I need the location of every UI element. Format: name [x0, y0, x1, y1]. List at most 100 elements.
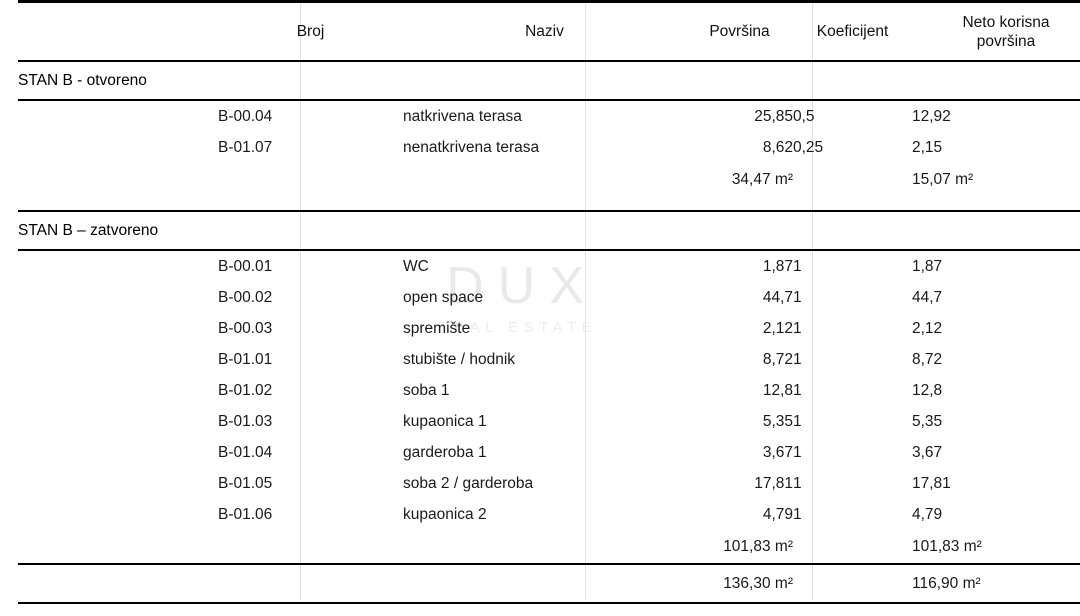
cell-povrsina: 1,87: [686, 249, 793, 282]
row-spacer: [18, 282, 218, 313]
bottom-rule-koef: [793, 602, 912, 616]
section-title-zatvoreno: STAN B – zatvoreno: [18, 210, 686, 250]
subtotal-koeficijent: [793, 530, 912, 564]
section-pad-neto-0: [912, 60, 1080, 100]
row-spacer: [18, 499, 218, 530]
cell-neto: 8,72: [912, 350, 943, 368]
table-row: B-01.01 stubište / hodnik 8,72 1 8,72: [18, 344, 1080, 375]
gap-cell-broj: [218, 196, 403, 211]
cell-koeficijent: 1: [793, 505, 802, 523]
area-schedule-table-wrapper: Broj Naziv Površina Koeficijent Neto kor…: [18, 0, 1080, 616]
grand-total-neto-value: 116,90: [912, 574, 959, 592]
document-page: STAN B DUX REAL ESTATE Broj Naziv Površi…: [18, 0, 1080, 616]
area-schedule-table: Broj Naziv Površina Koeficijent Neto kor…: [18, 0, 1080, 616]
bottom-rule-spacer: [18, 602, 218, 616]
subtotal-povrsina-unit: m²: [774, 170, 793, 188]
cell-broj: B-01.04: [218, 443, 273, 461]
gap-cell-pov: [686, 196, 793, 211]
header-neto-line1: Neto korisna: [962, 13, 1050, 31]
section-header-row-zatvoreno: STAN B – zatvoreno: [18, 210, 1080, 250]
cell-naziv: kupaonica 2: [403, 505, 487, 523]
cell-koeficijent: 0,25: [793, 138, 824, 156]
cell-broj: B-01.03: [218, 412, 273, 430]
cell-neto: 3,67: [912, 443, 943, 461]
header-koeficijent: Koeficijent: [793, 0, 912, 61]
table-bottom-rule-row: [18, 602, 1080, 616]
row-spacer: [18, 99, 218, 132]
section-subtotal-row-zatvoreno: 101,83 m² 101,83 m²: [18, 530, 1080, 564]
cell-koeficijent: 1: [793, 350, 802, 368]
cell-broj: B-01.02: [218, 381, 273, 399]
section-pad-pov-1: [686, 210, 793, 250]
grand-total-povrsina-unit: m²: [774, 574, 793, 592]
subtotal-neto: 15,07 m²: [912, 163, 1080, 196]
grand-total-naziv: [403, 563, 686, 603]
cell-koeficijent: 1: [793, 443, 802, 461]
cell-broj: B-01.05: [218, 474, 273, 492]
cell-naziv: garderoba 1: [403, 443, 487, 461]
cell-broj: B-01.01: [218, 350, 273, 368]
row-spacer: [18, 313, 218, 344]
cell-naziv: spremište: [403, 319, 471, 337]
section-pad-pov-0: [686, 60, 793, 100]
cell-broj: B-00.01: [218, 249, 403, 282]
subtotal-naziv: [403, 530, 686, 564]
cell-neto: 12,92: [912, 99, 1080, 132]
cell-neto: 5,35: [912, 412, 943, 430]
cell-neto: 17,81: [912, 474, 951, 492]
row-spacer: [18, 437, 218, 468]
gap-cell-naziv: [403, 196, 686, 211]
grand-total-koeficijent: [793, 563, 912, 603]
subtotal-povrsina: 101,83 m²: [686, 530, 793, 564]
subtotal-neto-value: 101,83: [912, 537, 960, 555]
cell-naziv: WC: [403, 249, 686, 282]
cell-povrsina: 4,79: [762, 505, 793, 523]
subtotal-neto: 101,83 m²: [912, 530, 1080, 564]
table-row: B-01.05 soba 2 / garderoba 17,81 1 17,81: [18, 468, 1080, 499]
row-spacer: [18, 468, 218, 499]
table-row: B-01.07 nenatkrivena terasa 8,62 0,25 2,…: [18, 132, 1080, 163]
grand-total-row: 136,30 m² 116,90 m²: [18, 563, 1080, 603]
grand-total-povrsina-value: 136,30: [723, 574, 771, 592]
row-spacer: [18, 375, 218, 406]
table-row: B-00.03 spremište 2,12 1 2,12: [18, 313, 1080, 344]
subtotal-naziv: [403, 163, 686, 196]
cell-neto: 1,87: [912, 249, 1080, 282]
subtotal-neto-value: 15,07: [912, 170, 951, 188]
grand-total-povrsina: 136,30 m²: [686, 563, 793, 603]
cell-koeficijent: 1: [793, 249, 912, 282]
section-pad-neto-1: [912, 210, 1080, 250]
section-subtotal-row-otvoreno: 34,47 m² 15,07 m²: [18, 163, 1080, 196]
cell-naziv: kupaonica 1: [403, 412, 487, 430]
cell-povrsina: 44,7: [762, 288, 793, 306]
cell-povrsina: 12,8: [762, 381, 793, 399]
table-row: B-01.06 kupaonica 2 4,79 1 4,79: [18, 499, 1080, 530]
row-spacer: [18, 249, 218, 282]
table-row: B-01.03 kupaonica 1 5,35 1 5,35: [18, 406, 1080, 437]
header-neto-korisna-povrsina: Neto korisna površina: [912, 0, 1080, 61]
cell-povrsina: 2,12: [762, 319, 793, 337]
cell-povrsina: 25,85: [686, 99, 793, 132]
subtotal-neto-unit: m²: [963, 537, 982, 555]
cell-naziv: soba 2 / garderoba: [403, 474, 534, 492]
gap-cell-koef: [793, 196, 912, 211]
section-gap-row: [18, 196, 1080, 211]
bottom-rule-broj: [218, 602, 403, 616]
subtotal-broj: [218, 530, 403, 564]
section-title-otvoreno: STAN B - otvoreno: [18, 60, 686, 100]
subtotal-povrsina-value: 101,83: [723, 537, 771, 555]
bottom-rule-naziv: [403, 602, 686, 616]
table-row: B-00.01 WC 1,87 1 1,87: [18, 249, 1080, 282]
grand-total-spacer: [18, 563, 218, 603]
gap-cell-neto: [912, 196, 1080, 211]
grand-total-neto: 116,90 m²: [912, 563, 1080, 603]
cell-broj: B-00.04: [218, 99, 403, 132]
section-header-row-otvoreno: STAN B - otvoreno: [18, 60, 1080, 100]
cell-koeficijent: 1: [793, 381, 802, 399]
row-spacer: [18, 406, 218, 437]
cell-broj: B-01.07: [218, 138, 273, 156]
cell-koeficijent: 1: [793, 288, 802, 306]
subtotal-povrsina-unit: m²: [774, 537, 793, 555]
bottom-rule-pov: [686, 602, 793, 616]
cell-naziv: natkrivena terasa: [403, 99, 686, 132]
